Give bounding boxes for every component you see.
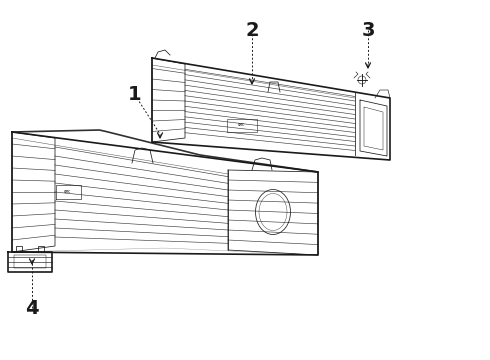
Text: 1: 1 [128,85,142,104]
Text: GMC: GMC [238,123,246,127]
Text: 4: 4 [25,298,39,318]
Text: 2: 2 [245,21,259,40]
Text: 3: 3 [361,21,375,40]
Text: GMC: GMC [64,190,72,194]
